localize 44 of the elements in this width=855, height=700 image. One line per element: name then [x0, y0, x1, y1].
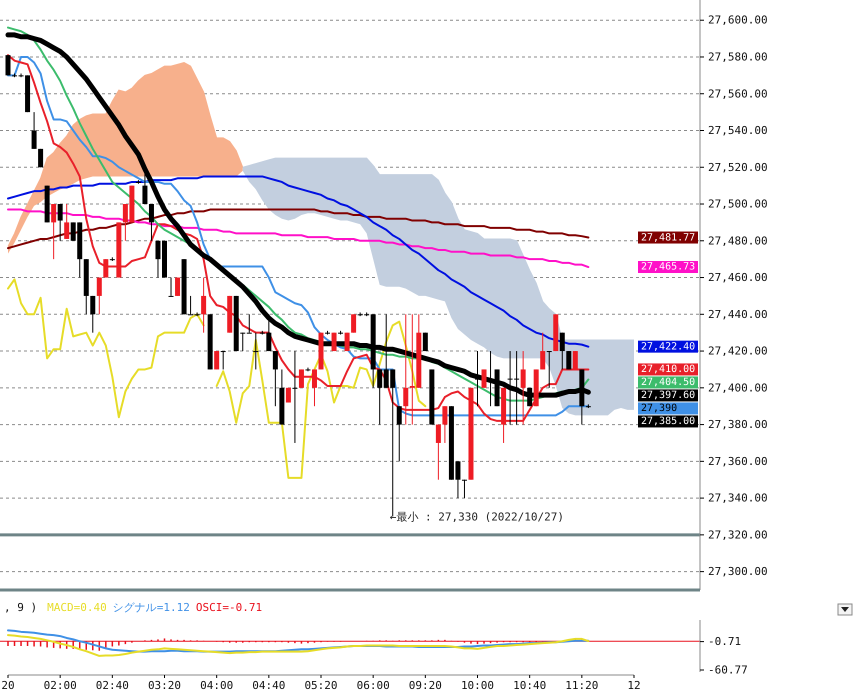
y-tick-label: -60.77: [708, 664, 748, 677]
x-tick-label: 10:00: [460, 678, 494, 692]
y-tick-label: 27,420.00: [708, 344, 768, 358]
x-tick-label: 02:40: [96, 678, 129, 692]
text: 27,404.50: [641, 377, 696, 388]
x-tick-label: 04:40: [252, 678, 286, 692]
text: OSCI=-0.71: [196, 601, 262, 614]
x-tick-label: 05:20: [304, 678, 338, 692]
x-tick-label: 10:40: [513, 678, 546, 692]
y-tick-label: 27,500.00: [708, 198, 768, 211]
y-tick-label: 27,300.00: [708, 565, 768, 578]
chart-title: , 9 ): [4, 601, 38, 614]
x-tick-label: 06:00: [356, 678, 390, 692]
y-tick-label: 27,560.00: [708, 87, 768, 100]
y-tick-label: 27,460.00: [708, 271, 768, 284]
y-tick-label: 27,400.00: [708, 381, 768, 394]
text: 27,422.40: [641, 341, 696, 352]
y-tick-label: -0.71: [708, 635, 742, 648]
text: 27,481.77: [641, 232, 696, 244]
y-tick-label: 27,580.00: [708, 50, 768, 64]
text: 27,385.00: [641, 416, 696, 428]
y-tick-label: 27,480.00: [708, 234, 768, 248]
y-tick-label: 27,440.00: [708, 308, 768, 321]
y-tick-label: 27,540.00: [708, 124, 768, 138]
x-tick-label: 03:20: [148, 678, 182, 692]
y-tick-label: 27,380.00: [708, 418, 768, 432]
x-tick-label: 12: [627, 678, 641, 692]
x-tick-label: 09:20: [408, 678, 442, 692]
annotation: ←最小 : 27,330 (2022/10/27): [390, 510, 564, 524]
y-tick-label: 27,320.00: [708, 528, 768, 542]
y-tick-label: 27,520.00: [708, 160, 768, 174]
y-tick-label: 27,600.00: [708, 14, 768, 27]
x-tick-label: 20: [1, 678, 15, 692]
text: 27,390: [641, 403, 678, 414]
x-tick-label: 11:20: [565, 678, 598, 692]
text: MACD=0.40: [47, 601, 107, 614]
text: 27,397.60: [641, 390, 696, 402]
text: シグナル=1.12: [112, 601, 190, 614]
y-tick-label: 27,340.00: [708, 492, 768, 505]
text: 27,465.73: [641, 262, 696, 273]
y-tick-label: 27,360.00: [708, 454, 768, 468]
x-tick-label: 02:00: [44, 678, 77, 692]
x-tick-label: 04:00: [200, 678, 234, 692]
text: 27,410.00: [641, 364, 696, 376]
